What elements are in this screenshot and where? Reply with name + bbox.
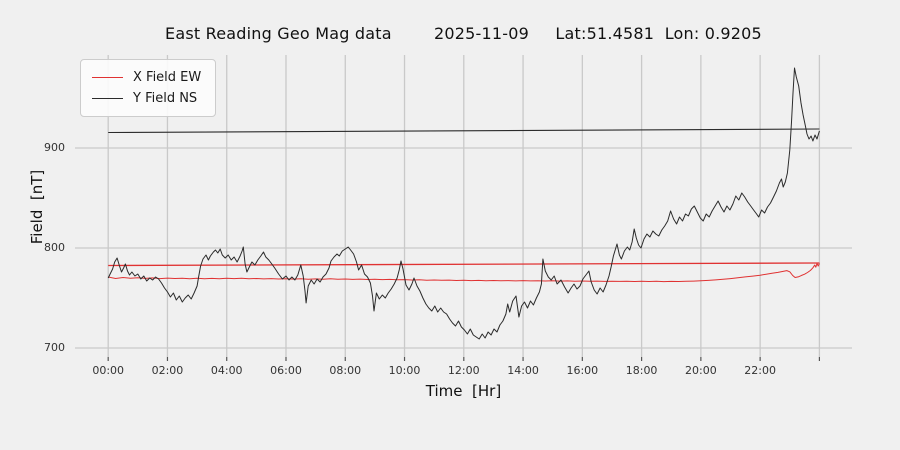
legend-line-sample-red	[92, 77, 123, 78]
series-line-x-field-ew	[108, 263, 820, 283]
x-tick-label: 18:00	[625, 364, 658, 377]
legend-label: X Field EW	[133, 70, 202, 85]
x-axis-label: Time [Hr]	[425, 382, 502, 400]
chart-legend: X Field EW Y Field NS	[80, 59, 217, 117]
x-tick-label: 14:00	[507, 364, 539, 377]
x-tick-label: 10:00	[388, 364, 421, 377]
x-tick-label: 00:00	[92, 364, 125, 377]
x-tick-label: 02:00	[151, 364, 184, 377]
x-tick-label: 20:00	[685, 364, 717, 377]
legend-line-sample-black	[92, 98, 123, 99]
y-tick-label: 900	[44, 141, 65, 154]
x-tick-label: 08:00	[329, 364, 362, 377]
legend-label: Y Field NS	[133, 91, 198, 106]
series-line-y-field-ns-baseline	[108, 128, 820, 134]
series-line-y-field-ns	[107, 67, 820, 340]
series-line-x-field-ew-baseline	[108, 262, 820, 267]
y-tick-label: 800	[44, 241, 65, 254]
x-tick-label: 04:00	[210, 364, 243, 377]
x-tick-label: 16:00	[566, 364, 599, 377]
legend-item-y-field-ns: Y Field NS	[92, 88, 201, 109]
x-tick-label: 22:00	[744, 364, 776, 377]
x-tick-label: 06:00	[270, 364, 302, 377]
y-tick-label: 700	[44, 341, 65, 354]
chart-title: East Reading Geo Mag data 2025-11-09 Lat…	[165, 24, 762, 43]
x-tick-label: 12:00	[447, 364, 480, 377]
legend-item-x-field-ew: X Field EW	[92, 67, 201, 88]
